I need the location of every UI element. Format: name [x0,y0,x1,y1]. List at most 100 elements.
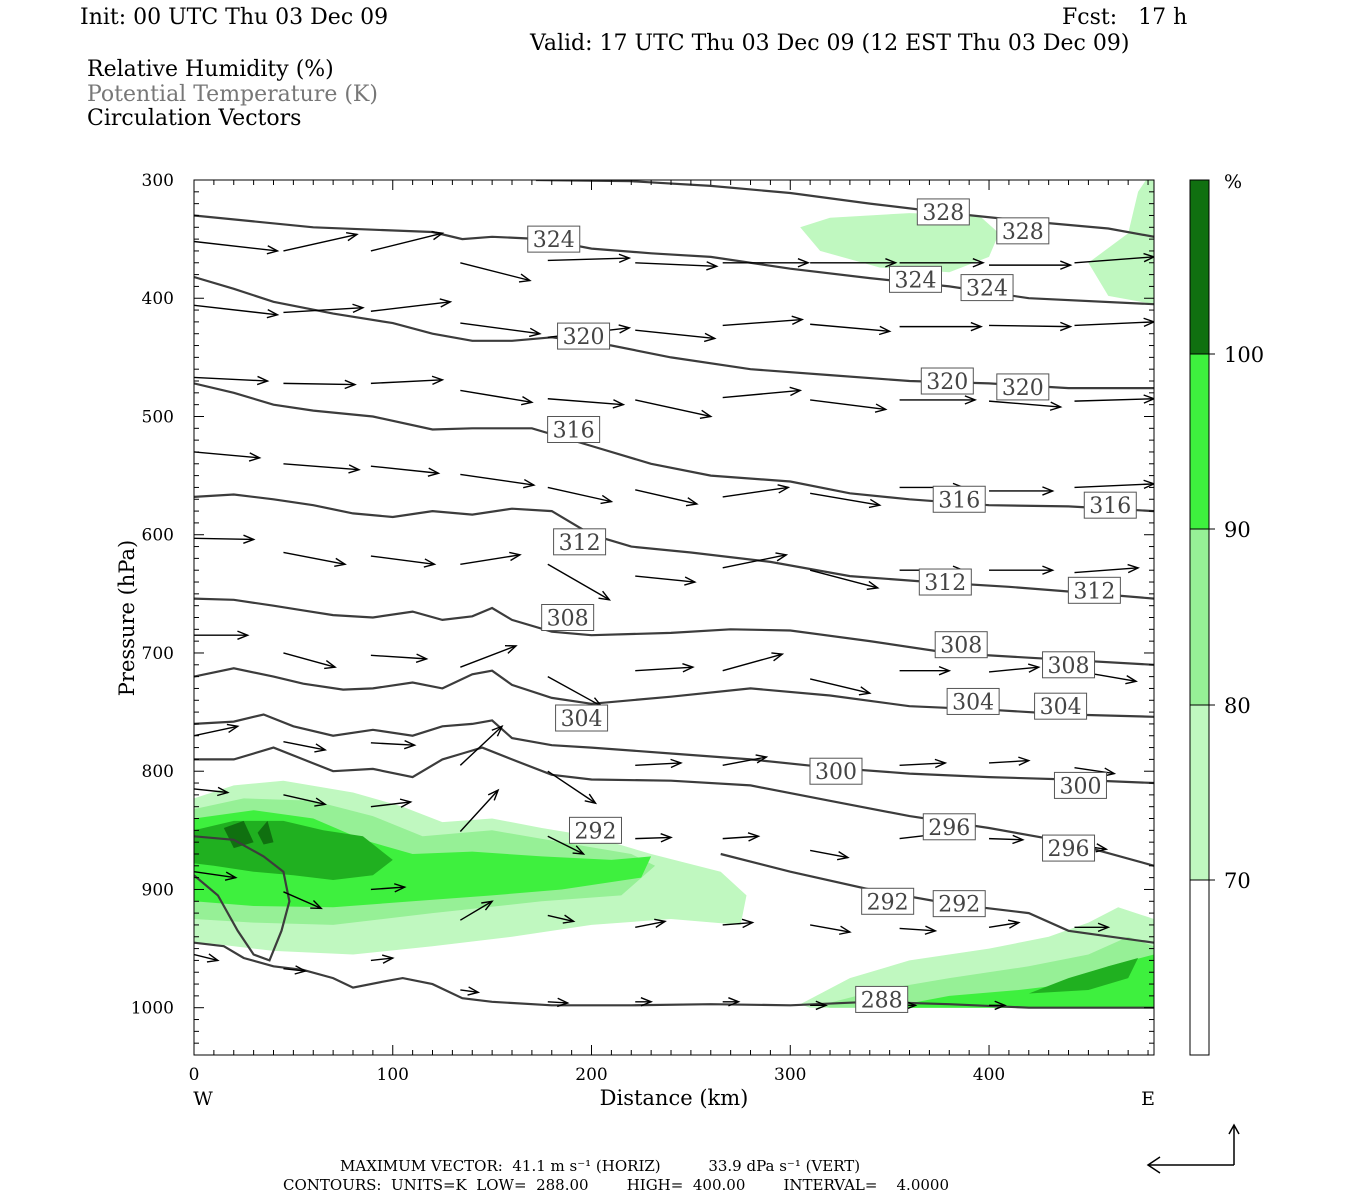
x-tick-label: 200 [575,1065,607,1085]
forecast-hour: Fcst: 17 h [1062,5,1188,30]
contour-label-box [555,704,609,732]
circulation-vector [370,375,445,386]
theta-contour-304 [194,667,1154,718]
contour-label-box [553,528,607,556]
circulation-vector [722,918,755,929]
y-tick-label: 800 [142,762,174,782]
contour-label-box [946,687,1000,715]
contour-label-box [855,985,909,1013]
x-tick-label: 100 [377,1065,409,1085]
contour-label-box [932,890,986,918]
circulation-vector [899,758,948,769]
contour-label-box [996,217,1050,245]
x-end-label-west: W [193,1088,213,1110]
circulation-vector [810,399,888,413]
contour-label-box [568,816,622,844]
rh-region-70-3 [1088,180,1154,305]
circulation-vector [283,379,357,390]
circulation-vector [460,986,481,996]
contour-label-324: 324 [966,277,1008,302]
x-tick-label: 0 [189,1065,200,1085]
contour-label-304: 304 [561,707,603,732]
circulation-vector [194,375,270,386]
circulation-vector [547,770,598,805]
circulation-vector [459,724,504,766]
rh-region-100-1 [1028,958,1139,994]
rh-region-90-1 [899,954,1154,1008]
colorbar-segment [1190,705,1209,880]
contour-label-308: 308 [940,634,982,659]
theta-contour-300 [194,713,1154,785]
contour-label-296: 296 [1048,837,1090,862]
contour-label-box [960,274,1014,302]
contour-label-box [1083,491,1137,519]
x-tick-label: 300 [774,1065,806,1085]
circulation-vector [460,262,532,283]
contour-label-328: 328 [1002,220,1044,245]
colorbar-unit: % [1224,171,1242,193]
circulation-vector [283,551,347,568]
circulation-vector [547,835,586,855]
contour-label-324: 324 [533,228,575,253]
contour-label-316: 316 [553,418,595,443]
circulation-vector [635,833,673,843]
contour-label-box [1034,692,1088,720]
circulation-vector [989,486,1055,496]
circulation-vector [635,918,667,928]
contour-label-box [1042,651,1096,679]
y-tick-label: 1000 [131,999,174,1019]
circulation-vector [547,398,626,409]
contour-label-324: 324 [894,268,936,293]
circulation-vector [194,630,250,640]
circulation-vector [1074,766,1117,777]
circulation-vector [283,794,328,807]
circulation-vector [194,534,256,544]
contour-label-box [1053,771,1107,799]
theta-contour-296 [194,746,1154,867]
circulation-vector [370,298,453,312]
circulation-vector [989,260,1073,270]
colorbar-segment [1190,529,1209,705]
rh-region-70-2 [800,213,999,273]
colorbar-level-label: 90 [1224,518,1251,542]
circulation-vector [283,891,323,910]
init-time: Init: 00 UTC Thu 03 Dec 09 [80,5,389,30]
x-tick-label: 400 [973,1065,1005,1085]
contour-label-box [932,485,986,513]
contour-label-316: 316 [938,488,980,513]
circulation-vector [460,473,536,489]
contour-label-304: 304 [1040,695,1082,720]
circulation-vector [547,914,576,924]
contour-label-box [888,265,942,293]
circulation-vector [547,253,632,264]
field-rh-label: Relative Humidity (%) [87,57,334,82]
contour-label-box [861,887,915,915]
circulation-vector [283,463,361,474]
circulation-vector [722,754,769,766]
circulation-vector [370,555,437,568]
theta-contour-328 [535,180,1154,238]
y-tick-label: 500 [142,407,174,427]
circulation-vector [635,997,654,1007]
contour-label-box [920,367,974,395]
circulation-vector [810,323,892,336]
circulation-vector [194,723,240,737]
contour-label-312: 312 [1073,579,1115,604]
y-tick-label: 900 [142,880,174,900]
circulation-vector [370,231,445,252]
theta-contour-312 [194,493,1154,600]
circulation-vector [899,258,985,268]
circulation-vector [547,563,612,601]
colorbar-level-label: 100 [1224,343,1264,367]
circulation-vector [283,740,328,753]
circulation-vector [989,1000,1007,1011]
colorbar-frame [1189,179,1210,1056]
circulation-vector [809,569,880,590]
contour-label-box [916,198,970,226]
circulation-vector [722,484,791,498]
colorbar-segment [1190,180,1209,354]
circulation-vector [1074,317,1154,328]
circulation-vector [635,758,683,769]
contour-label-316: 316 [1089,494,1131,519]
circulation-vector [809,678,872,696]
